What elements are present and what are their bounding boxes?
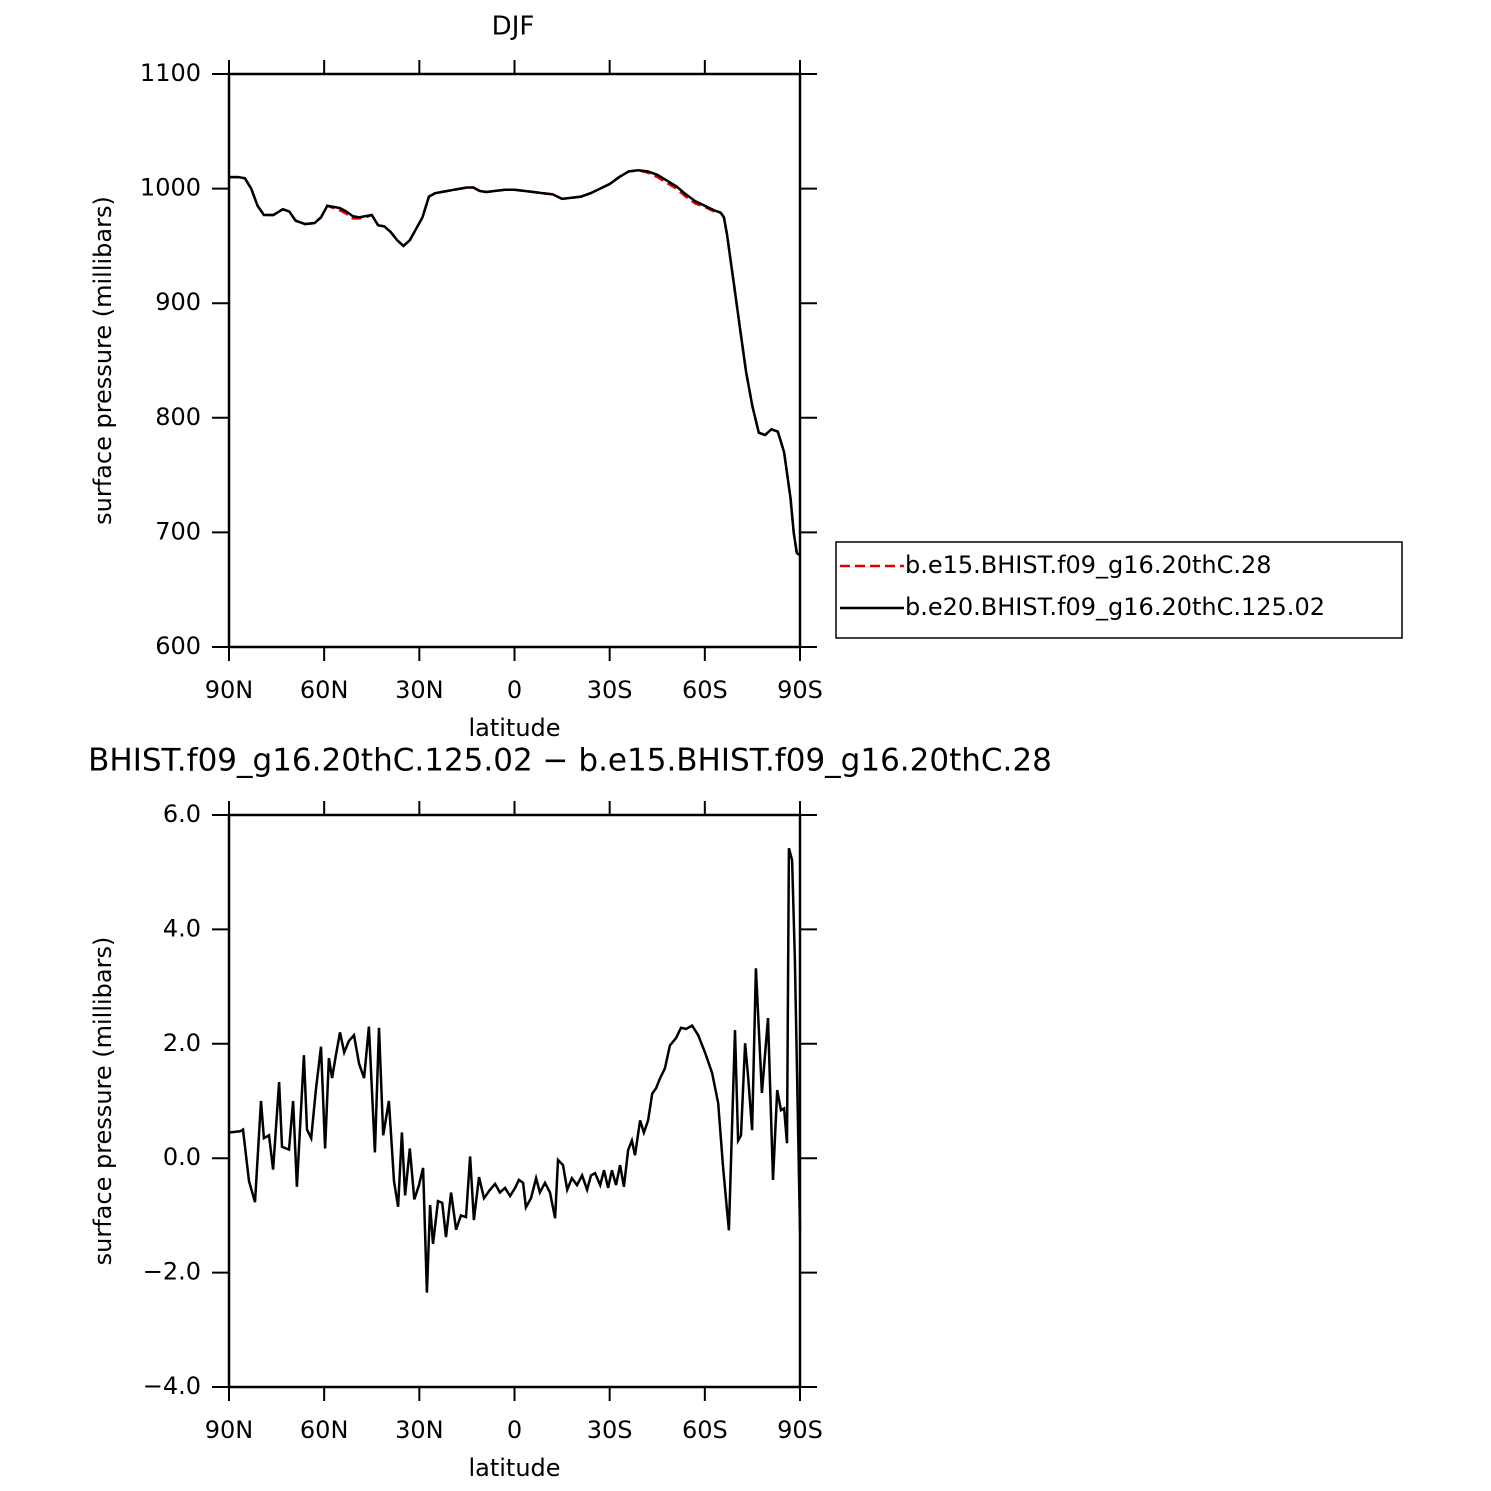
x-tick-label: 60S: [682, 1416, 728, 1444]
x-axis-label: latitude: [468, 714, 560, 742]
data-line: [229, 169, 801, 557]
x-tick-label: 60N: [300, 1416, 349, 1444]
x-tick-label: 60N: [300, 676, 349, 704]
x-tick-label: 60S: [682, 676, 728, 704]
x-tick-label: 0: [507, 676, 522, 704]
x-tick-label: 0: [507, 1416, 522, 1444]
y-tick-label: 1100: [140, 59, 201, 87]
x-tick-label: 90N: [205, 676, 254, 704]
x-axis-label: latitude: [468, 1454, 560, 1482]
y-tick-label: 800: [155, 403, 201, 431]
x-tick-label: 90N: [205, 1416, 254, 1444]
y-axis-label: surface pressure (millibars): [89, 196, 117, 525]
data-line: [229, 169, 801, 557]
y-tick-label: 1000: [140, 174, 201, 202]
plot-frame: [227, 813, 802, 1389]
y-tick-label: 6.0: [163, 800, 201, 828]
x-tick-label: 30N: [395, 1416, 444, 1444]
x-tick-label: 30S: [587, 676, 633, 704]
chart-title: BHIST.f09_g16.20thC.125.02 − b.e15.BHIST…: [88, 743, 1052, 779]
y-tick-label: 2.0: [163, 1029, 201, 1057]
x-tick-label: 90S: [777, 676, 823, 704]
x-tick-label: 30N: [395, 676, 444, 704]
y-tick-label: 600: [155, 632, 201, 660]
legend-label: b.e15.BHIST.f09_g16.20thC.28: [905, 551, 1272, 579]
y-tick-label: 4.0: [163, 914, 201, 942]
x-tick-label: 90S: [777, 1416, 823, 1444]
legend-box: [835, 541, 1403, 639]
y-tick-label: −2.0: [143, 1258, 201, 1286]
x-tick-label: 30S: [587, 1416, 633, 1444]
y-tick-label: 0.0: [163, 1143, 201, 1171]
legend-label: b.e20.BHIST.f09_g16.20thC.125.02: [905, 593, 1325, 621]
plot-frame: [227, 72, 802, 649]
y-tick-label: 700: [155, 517, 201, 545]
data-line: [228, 847, 802, 1293]
y-tick-label: 900: [155, 288, 201, 316]
chart-title: DJF: [492, 12, 535, 42]
y-tick-label: −4.0: [143, 1372, 201, 1400]
y-axis-label: surface pressure (millibars): [89, 937, 117, 1266]
